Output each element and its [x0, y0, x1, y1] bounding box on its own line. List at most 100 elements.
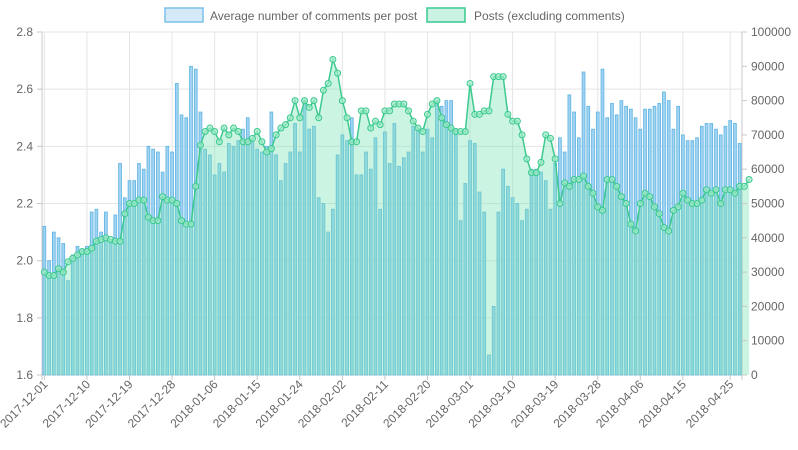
- point-posts[interactable]: [400, 100, 408, 108]
- point-posts[interactable]: [367, 124, 375, 132]
- bar-avg-comments[interactable]: [198, 111, 203, 376]
- point-posts[interactable]: [291, 97, 299, 105]
- point-posts[interactable]: [310, 97, 318, 105]
- bar-avg-comments[interactable]: [349, 117, 354, 376]
- point-posts[interactable]: [627, 220, 635, 228]
- bar-avg-comments[interactable]: [685, 140, 690, 376]
- point-posts[interactable]: [334, 69, 342, 77]
- bar-avg-comments[interactable]: [695, 137, 699, 376]
- point-posts[interactable]: [414, 124, 422, 132]
- point-posts[interactable]: [575, 175, 583, 183]
- bar-avg-comments[interactable]: [449, 100, 453, 376]
- bar-avg-comments[interactable]: [491, 305, 496, 376]
- bar-avg-comments[interactable]: [151, 148, 155, 376]
- bar-avg-comments[interactable]: [506, 185, 510, 376]
- bar-avg-comments[interactable]: [174, 83, 179, 376]
- bar-avg-comments[interactable]: [733, 123, 737, 376]
- bar-avg-comments[interactable]: [647, 108, 652, 376]
- point-posts[interactable]: [423, 110, 431, 118]
- point-posts[interactable]: [622, 200, 630, 207]
- bar-avg-comments[interactable]: [99, 231, 103, 376]
- bar-avg-comments[interactable]: [331, 208, 335, 376]
- bar-avg-comments[interactable]: [463, 183, 468, 376]
- bar-avg-comments[interactable]: [193, 68, 198, 376]
- bar-avg-comments[interactable]: [524, 208, 529, 376]
- bar-avg-comments[interactable]: [345, 140, 349, 376]
- point-posts[interactable]: [726, 186, 734, 194]
- bar-avg-comments[interactable]: [203, 148, 207, 376]
- bar-avg-comments[interactable]: [61, 243, 66, 376]
- point-posts[interactable]: [159, 193, 167, 201]
- point-posts[interactable]: [40, 268, 48, 276]
- point-posts[interactable]: [282, 121, 290, 129]
- bar-avg-comments[interactable]: [241, 128, 245, 376]
- bar-avg-comments[interactable]: [335, 154, 340, 376]
- point-posts[interactable]: [409, 117, 417, 125]
- point-posts[interactable]: [343, 114, 351, 122]
- bar-avg-comments[interactable]: [458, 220, 463, 376]
- bar-avg-comments[interactable]: [690, 140, 695, 376]
- point-posts[interactable]: [551, 155, 559, 163]
- point-posts[interactable]: [196, 141, 204, 149]
- point-posts[interactable]: [589, 189, 597, 197]
- point-posts[interactable]: [698, 196, 706, 204]
- point-posts[interactable]: [565, 182, 573, 190]
- bar-avg-comments[interactable]: [312, 125, 316, 376]
- point-posts[interactable]: [253, 127, 261, 135]
- point-posts[interactable]: [499, 73, 507, 81]
- point-posts[interactable]: [154, 217, 162, 225]
- point-posts[interactable]: [258, 138, 266, 146]
- legend-label-avg-comments[interactable]: Average number of comments per post: [210, 9, 418, 23]
- point-posts[interactable]: [740, 182, 748, 190]
- point-posts[interactable]: [532, 169, 540, 177]
- bar-avg-comments[interactable]: [217, 163, 222, 376]
- bar-avg-comments[interactable]: [420, 151, 425, 376]
- bar-avg-comments[interactable]: [387, 163, 392, 376]
- point-posts[interactable]: [144, 213, 152, 221]
- point-posts[interactable]: [353, 138, 361, 146]
- point-posts[interactable]: [594, 203, 602, 211]
- bar-avg-comments[interactable]: [94, 208, 99, 376]
- bar-avg-comments[interactable]: [146, 145, 151, 376]
- point-posts[interactable]: [211, 127, 219, 135]
- point-posts[interactable]: [244, 138, 252, 146]
- bar-avg-comments[interactable]: [709, 123, 714, 376]
- point-posts[interactable]: [665, 227, 673, 235]
- bar-avg-comments[interactable]: [122, 197, 127, 376]
- point-posts[interactable]: [121, 210, 129, 218]
- bar-avg-comments[interactable]: [274, 154, 278, 376]
- bar-avg-comments[interactable]: [402, 157, 406, 376]
- legend-label-posts[interactable]: Posts (excluding comments): [474, 9, 625, 23]
- bar-avg-comments[interactable]: [577, 137, 581, 376]
- bar-avg-comments[interactable]: [629, 108, 633, 376]
- point-posts[interactable]: [523, 155, 531, 163]
- point-posts[interactable]: [338, 97, 346, 105]
- point-posts[interactable]: [192, 182, 200, 190]
- point-posts[interactable]: [651, 203, 658, 211]
- bar-avg-comments[interactable]: [56, 237, 61, 376]
- point-posts[interactable]: [669, 206, 677, 214]
- bar-avg-comments[interactable]: [260, 151, 264, 376]
- bar-avg-comments[interactable]: [652, 105, 657, 376]
- bar-avg-comments[interactable]: [359, 174, 364, 376]
- bar-avg-comments[interactable]: [397, 165, 401, 376]
- bar-avg-comments[interactable]: [368, 168, 373, 376]
- point-posts[interactable]: [230, 124, 238, 132]
- bar-avg-comments[interactable]: [236, 140, 241, 376]
- bar-avg-comments[interactable]: [165, 145, 170, 376]
- bar-avg-comments[interactable]: [279, 180, 283, 376]
- bar-avg-comments[interactable]: [89, 211, 94, 376]
- bar-avg-comments[interactable]: [600, 68, 605, 376]
- bar-avg-comments[interactable]: [354, 174, 359, 376]
- point-posts[interactable]: [215, 138, 223, 146]
- bar-avg-comments[interactable]: [610, 103, 614, 376]
- bar-avg-comments[interactable]: [614, 114, 619, 376]
- bar-avg-comments[interactable]: [581, 71, 586, 376]
- point-posts[interactable]: [64, 258, 72, 266]
- point-posts[interactable]: [130, 200, 138, 207]
- bar-avg-comments[interactable]: [179, 114, 184, 376]
- point-posts[interactable]: [636, 200, 644, 207]
- bar-avg-comments[interactable]: [430, 137, 435, 376]
- point-posts[interactable]: [173, 200, 181, 207]
- bar-avg-comments[interactable]: [364, 151, 368, 376]
